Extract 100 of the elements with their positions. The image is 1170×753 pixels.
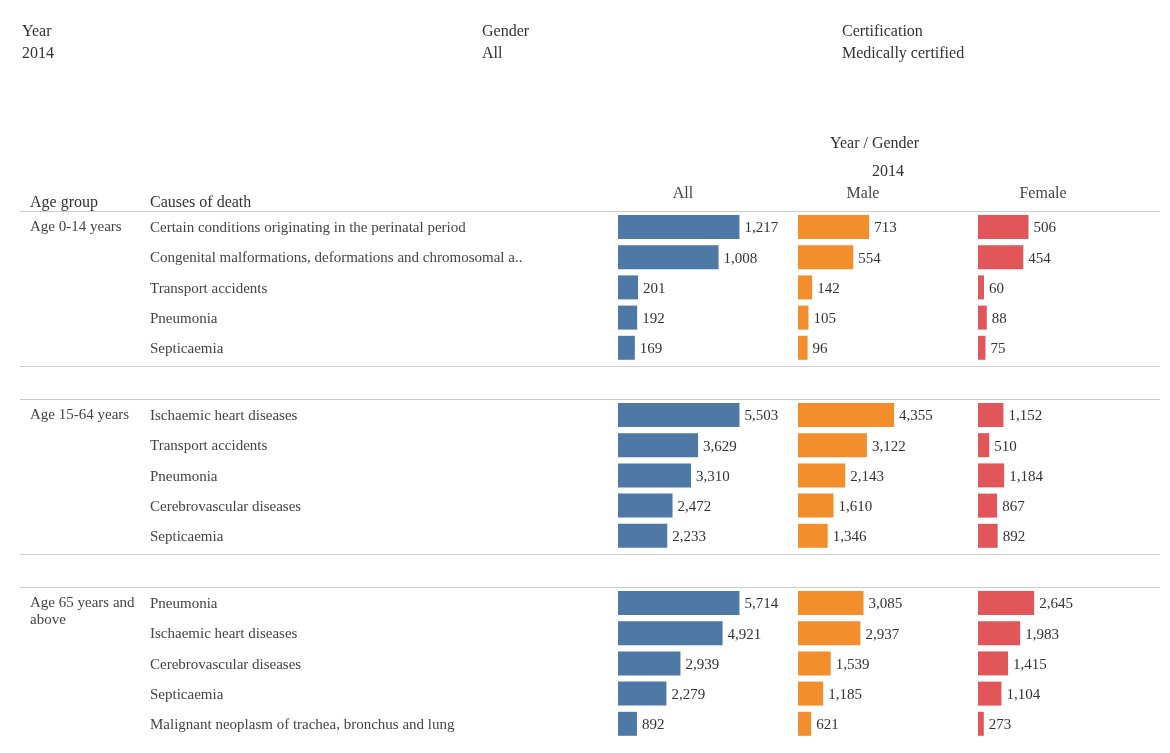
data-label: 3,085 bbox=[868, 595, 903, 612]
data-label: 60 bbox=[988, 279, 1004, 296]
y-axis-title: Age 65 years and above bbox=[30, 594, 136, 628]
data-label: 1,185 bbox=[828, 685, 862, 702]
data-label: 3,310 bbox=[696, 467, 730, 484]
data-label: 2,937 bbox=[865, 625, 900, 642]
y-tick-label: Cerebrovascular diseases bbox=[150, 497, 302, 514]
chart-title: All bbox=[671, 184, 695, 202]
bar bbox=[618, 433, 699, 458]
data-label: 713 bbox=[874, 219, 897, 236]
data-label: 1,415 bbox=[1013, 655, 1047, 672]
bar bbox=[798, 305, 809, 330]
bar bbox=[618, 463, 692, 488]
bar bbox=[978, 215, 1029, 239]
bar bbox=[978, 621, 1021, 646]
data-label: 892 bbox=[641, 716, 665, 733]
bar bbox=[978, 711, 984, 736]
data-label: 96 bbox=[812, 340, 829, 357]
y-tick-label: Ischaemic heart diseases bbox=[150, 407, 298, 424]
y-tick-label: Pneumonia bbox=[150, 309, 218, 326]
data-label: 2,645 bbox=[1039, 595, 1073, 612]
bar bbox=[978, 275, 984, 300]
bar bbox=[618, 335, 635, 360]
chart-title: Male bbox=[845, 184, 881, 202]
data-label: 3,122 bbox=[871, 437, 906, 454]
bar bbox=[978, 651, 1009, 676]
bar bbox=[798, 681, 824, 706]
data-label: 1,008 bbox=[723, 249, 758, 266]
data-label: 201 bbox=[643, 279, 666, 296]
bar bbox=[618, 523, 668, 548]
data-label: 192 bbox=[642, 309, 665, 326]
data-label: 1,346 bbox=[832, 528, 867, 545]
data-label: 454 bbox=[1028, 249, 1052, 266]
data-label: 5,714 bbox=[744, 595, 779, 612]
bar bbox=[618, 681, 667, 706]
data-label: 1,610 bbox=[838, 497, 873, 514]
bar bbox=[978, 433, 990, 458]
y-tick-label: Ischaemic heart diseases bbox=[150, 625, 298, 642]
bar bbox=[798, 523, 828, 548]
y-tick-label: Cerebrovascular diseases bbox=[150, 655, 302, 672]
bar bbox=[618, 493, 673, 518]
bar bbox=[618, 651, 681, 676]
data-label: 1,152 bbox=[1008, 407, 1043, 424]
data-label: 554 bbox=[858, 249, 882, 266]
data-label: 4,921 bbox=[727, 625, 762, 642]
y-tick-label: Malignant neoplasm of trachea, bronchus and lung bbox=[150, 715, 455, 732]
bar bbox=[798, 621, 861, 646]
y-tick-label: Certain conditions originating in the perinatal period bbox=[150, 219, 467, 236]
bar bbox=[978, 463, 1005, 488]
text: All bbox=[482, 44, 503, 62]
bar bbox=[618, 305, 638, 330]
y-tick-label: Septicaemia bbox=[150, 685, 224, 702]
data-label: 2,279 bbox=[671, 685, 706, 702]
data-label: 2,472 bbox=[677, 497, 712, 514]
data-label: 169 bbox=[639, 340, 663, 357]
bar bbox=[978, 681, 1002, 706]
bar bbox=[798, 215, 870, 239]
bar bbox=[618, 245, 719, 270]
data-label: 1,539 bbox=[835, 655, 870, 672]
bar bbox=[618, 275, 639, 300]
bar bbox=[978, 403, 1004, 427]
text: Medically certified bbox=[842, 44, 965, 62]
bar bbox=[618, 403, 740, 427]
data-label: 1,184 bbox=[1009, 467, 1044, 484]
chart-title: Female bbox=[1018, 184, 1068, 202]
data-label: 892 bbox=[1002, 528, 1026, 545]
data-label: 867 bbox=[1002, 497, 1026, 514]
text: Year / Gender bbox=[830, 134, 920, 152]
y-tick-label: Congenital malformations, deformations and chromosomal a.. bbox=[150, 249, 523, 266]
bar bbox=[798, 403, 895, 427]
bar bbox=[798, 591, 864, 615]
bar bbox=[798, 275, 813, 300]
text: Year bbox=[22, 22, 52, 40]
y-tick-label: Pneumonia bbox=[150, 595, 218, 612]
bar bbox=[618, 711, 637, 736]
data-label: 105 bbox=[813, 309, 836, 326]
data-label: 2,939 bbox=[685, 655, 720, 672]
data-label: 1,217 bbox=[744, 219, 779, 236]
y-tick-label: Septicaemia bbox=[150, 339, 224, 356]
bar bbox=[978, 493, 998, 518]
bar bbox=[978, 523, 998, 548]
data-label: 621 bbox=[816, 716, 839, 733]
text: 2014 bbox=[22, 44, 54, 62]
bar bbox=[618, 621, 723, 646]
y-tick-label: Septicaemia bbox=[150, 527, 224, 544]
text: Causes of death bbox=[150, 193, 252, 211]
y-axis-title: Age 15-64 years bbox=[30, 406, 131, 423]
bar bbox=[798, 651, 831, 676]
data-label: 75 bbox=[990, 340, 1006, 357]
data-label: 1,983 bbox=[1025, 625, 1059, 642]
y-tick-label: Transport accidents bbox=[150, 279, 268, 296]
bar bbox=[978, 305, 987, 330]
y-tick-label: Pneumonia bbox=[150, 467, 218, 484]
bar bbox=[798, 711, 812, 736]
bar bbox=[978, 591, 1035, 615]
data-label: 5,503 bbox=[744, 407, 779, 424]
data-label: 1,104 bbox=[1006, 685, 1041, 702]
data-label: 2,143 bbox=[850, 467, 885, 484]
data-label: 142 bbox=[817, 279, 840, 296]
bar bbox=[978, 245, 1024, 270]
